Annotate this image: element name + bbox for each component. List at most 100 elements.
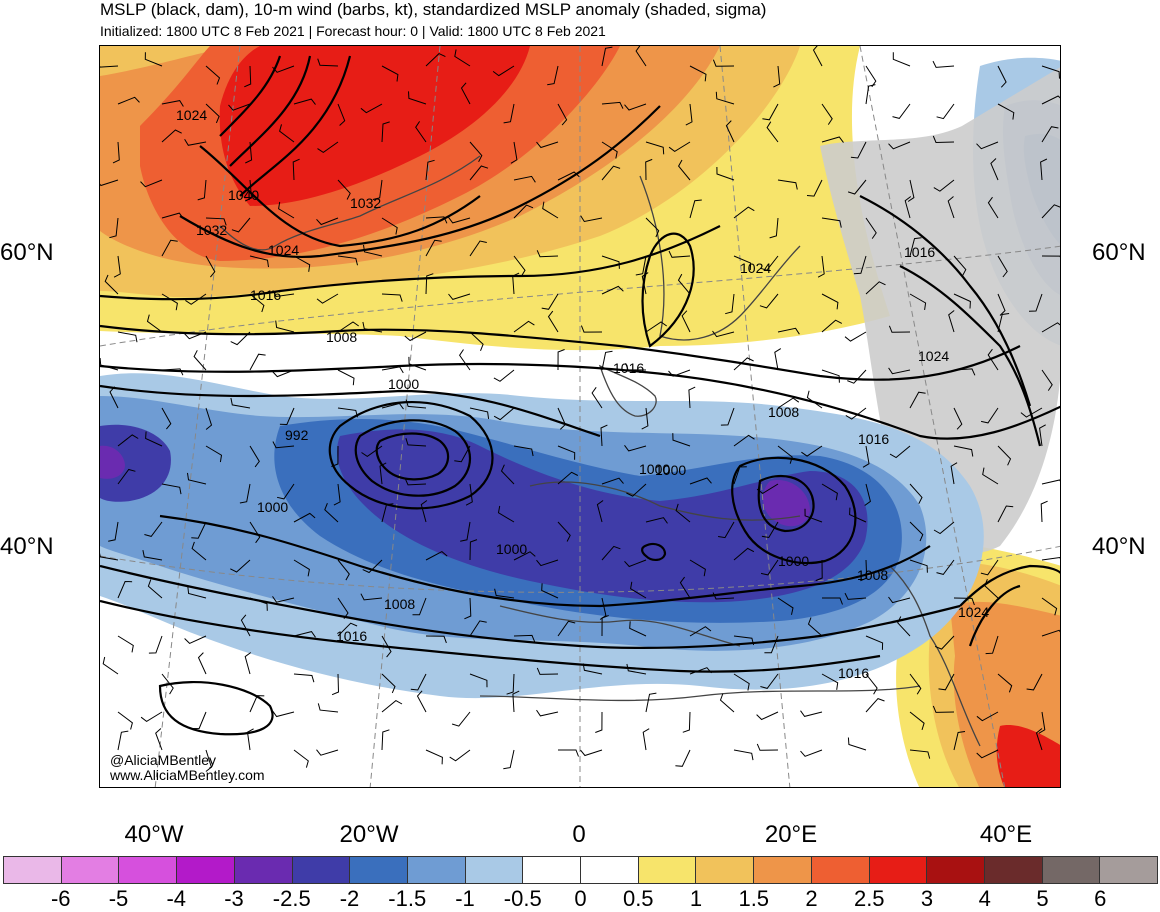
wind-barb: [933, 179, 955, 192]
wind-barb: [804, 508, 823, 523]
wind-barb: [821, 103, 833, 125]
wind-barb: [117, 580, 133, 599]
colorbar-swatch: [638, 857, 697, 883]
wind-barb: [953, 731, 966, 751]
wind-barb: [689, 667, 712, 675]
wind-barb: [240, 614, 251, 637]
wind-barb: [337, 255, 358, 266]
wind-barb: [601, 477, 624, 485]
colorbar-tick-label: 1: [689, 886, 703, 911]
wind-barb: [756, 711, 779, 721]
contour-label: 1000: [257, 499, 288, 515]
wind-barb: [601, 141, 618, 159]
wind-barb: [279, 124, 295, 143]
wind-barb: [889, 445, 911, 459]
wind-barb: [558, 749, 579, 757]
wind-barb: [1035, 728, 1043, 751]
wind-barb: [454, 445, 471, 463]
wind-barb: [601, 101, 624, 109]
wind-barb: [112, 141, 120, 164]
wind-barb: [293, 512, 316, 523]
wind-barb: [815, 559, 823, 582]
wind-barb: [990, 158, 999, 181]
colorbar-swatch: [292, 857, 351, 883]
wind-barb: [272, 290, 295, 298]
wind-barb: [416, 690, 427, 713]
wind-barb: [293, 255, 311, 272]
contour-label: 1024: [176, 107, 207, 123]
colorbar-tick-label: 3: [920, 886, 934, 911]
wind-barb: [425, 159, 435, 181]
wind-barb: [317, 141, 339, 154]
wind-barb: [1041, 204, 1060, 219]
wind-barb: [317, 703, 339, 713]
wind-barb: [293, 749, 309, 768]
wind-barb: [936, 559, 955, 575]
wind-barb: [1026, 673, 1043, 691]
wind-barb: [630, 581, 647, 599]
wind-barb: [458, 349, 471, 371]
wind-barb: [645, 141, 665, 155]
wind-barb: [689, 199, 702, 219]
wind-barb: [205, 255, 216, 278]
wind-barb: [148, 635, 163, 654]
contour-label: 1000: [639, 461, 670, 477]
wind-barb: [205, 217, 227, 226]
wind-barb: [272, 369, 295, 378]
wind-barb: [817, 255, 825, 278]
wind-barb: [191, 541, 207, 561]
wind-barb: [193, 350, 207, 371]
wind-barb: [117, 730, 129, 751]
wind-barb: [500, 464, 515, 485]
wind-barb: [506, 673, 515, 695]
wind-barb: [865, 65, 877, 88]
contour-label: 1032: [350, 195, 381, 211]
wind-barb: [316, 293, 339, 304]
contour-label: 1000: [496, 541, 527, 557]
contour-label: 1016: [250, 287, 281, 303]
wind-barb: [460, 82, 471, 105]
contour-label: 1016: [336, 628, 367, 644]
wind-barb: [513, 445, 534, 457]
wind-barb: [362, 321, 383, 333]
wind-barb: [161, 212, 184, 219]
wind-barb: [142, 549, 163, 561]
wind-barb: [909, 711, 925, 731]
wind-barb: [547, 65, 559, 86]
map-subtitle: Initialized: 1800 UTC 8 Feb 2021 | Forec…: [100, 23, 606, 39]
wind-barb: [245, 141, 253, 164]
wind-barb: [601, 285, 624, 295]
wind-barb: [493, 407, 515, 421]
wind-barb: [984, 579, 999, 599]
wind-barb: [276, 483, 295, 500]
wind-barb: [1041, 95, 1060, 105]
wind-barb: [601, 615, 609, 637]
wind-barb: [244, 65, 252, 88]
colorbar-tick-label: 4: [978, 886, 991, 911]
colorbar-swatch: [1100, 857, 1158, 883]
map-canvas: 1024 1040 1032 1032 1024 1016 1008 1000 …: [100, 46, 1060, 787]
wind-barb: [161, 673, 174, 695]
wind-barb: [293, 559, 310, 577]
wind-barb: [1041, 369, 1053, 391]
wind-barb: [513, 255, 526, 277]
wind-barb: [363, 244, 383, 257]
wind-barb: [679, 576, 691, 599]
wind-barb: [892, 52, 911, 67]
colorbar-tick-label: 0.5: [622, 886, 654, 911]
wind-barb: [865, 84, 876, 105]
wind-barb: [492, 65, 515, 77]
wind-barb: [733, 547, 755, 561]
wind-barb: [102, 656, 119, 675]
wind-barb: [997, 255, 1008, 278]
wind-barb: [117, 711, 133, 730]
wind-barb: [469, 673, 488, 688]
wind-barb: [953, 407, 963, 430]
wind-barb: [953, 368, 976, 376]
wind-barb: [405, 438, 427, 447]
colorbar-swatch: [581, 857, 639, 883]
wind-barb: [777, 445, 793, 464]
wind-barb: [1039, 424, 1046, 447]
wind-barb: [337, 179, 351, 200]
wind-barb: [192, 711, 207, 730]
